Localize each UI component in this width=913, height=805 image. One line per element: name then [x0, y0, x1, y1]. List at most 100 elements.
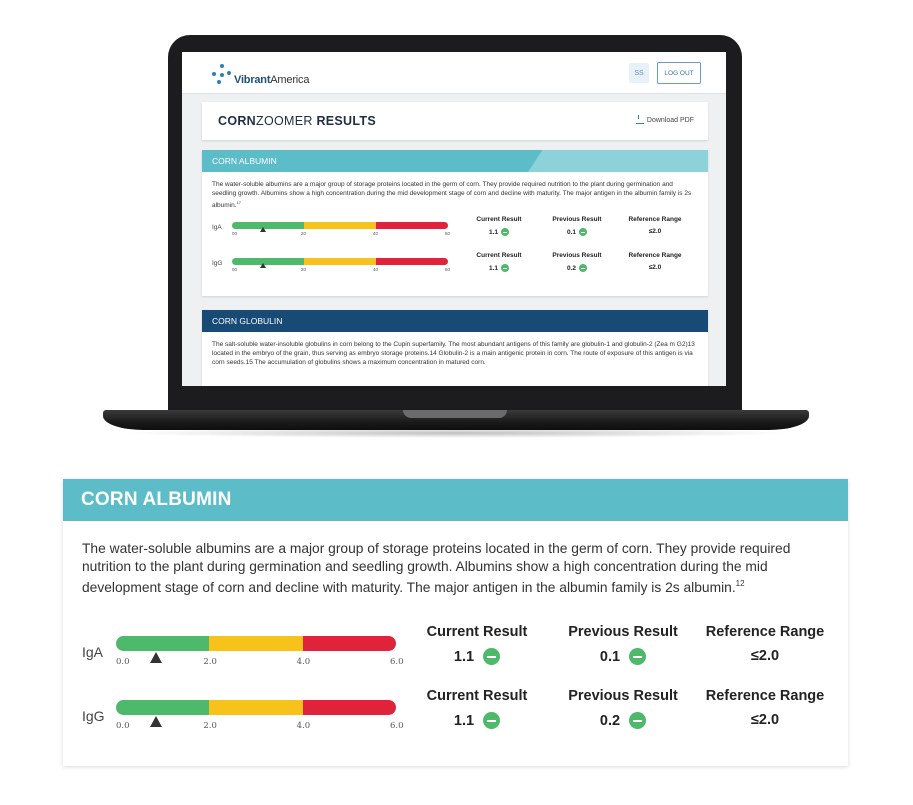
current-value-text: 1.1: [488, 228, 499, 236]
range-zone-0: [116, 700, 210, 715]
antibody-label: IgG: [212, 260, 223, 268]
previous-result-heading: Previous Result: [568, 688, 678, 704]
mini-albumin-card: CORN ALBUMIN The water-soluble albumins …: [202, 150, 708, 296]
mini-globulin-description: The salt-soluble water-insoluble globuli…: [212, 341, 695, 366]
reference-value-text: ≤2.0: [750, 712, 780, 728]
zoomed-albumin-card: CORN ALBUMIN The water-soluble albumins …: [63, 479, 848, 766]
tick-label: 20: [301, 267, 307, 273]
reference-result-column: Reference Range ≤2.0: [695, 688, 835, 728]
reference-result-heading: Reference Range: [705, 688, 825, 704]
previous-result-value: 0.2: [542, 264, 612, 273]
laptop-base: [103, 410, 809, 430]
range-zone-2: [375, 222, 448, 230]
mini-albumin-description: The water-soluble albumins are a major g…: [212, 181, 692, 210]
range-bar: [232, 258, 448, 266]
current-value-text: 1.1: [453, 712, 475, 729]
tick-label: 00: [232, 231, 238, 237]
reference-result-value: ≤2.0: [695, 712, 835, 728]
mini-albumin-header: CORN ALBUMIN: [202, 150, 708, 172]
antibody-label: IgA: [212, 224, 222, 232]
download-label: Download PDF: [646, 116, 694, 124]
result-row-igg: IgG 00 20 40 60 Current Result 1.1 Previous Res…: [202, 252, 708, 288]
antibody-label: IgG: [82, 708, 105, 724]
tick-label: 4.0: [296, 657, 311, 667]
normal-status-icon: [483, 648, 501, 665]
laptop-notch: [403, 410, 507, 418]
current-result-column: Current Result 1.1: [407, 688, 547, 729]
previous-result-value: 0.1: [542, 228, 612, 237]
range-ticks: 0.0 2.0 4.0 6.0: [116, 721, 416, 733]
current-result-heading: Current Result: [476, 252, 522, 260]
range-ticks: 0.0 2.0 4.0 6.0: [116, 657, 416, 669]
normal-status-icon: [501, 228, 510, 237]
previous-result-value: 0.2: [553, 712, 693, 729]
tick-label: 2.0: [203, 657, 217, 667]
mini-globulin-header: CORN GLOBULIN: [202, 310, 708, 332]
user-avatar-button[interactable]: SS: [629, 63, 649, 83]
tick-label: 0.0: [116, 721, 130, 731]
result-marker-icon: [259, 263, 266, 269]
current-result-column: Current Result 1.1: [464, 216, 534, 237]
download-icon: [635, 115, 644, 124]
range-zone-2: [302, 636, 396, 651]
albumin-header: CORN ALBUMIN: [63, 479, 848, 521]
current-result-heading: Current Result: [426, 624, 528, 640]
reference-result-value: ≤2.0: [620, 264, 690, 271]
result-marker-icon: [149, 652, 162, 663]
previous-result-column: Previous Result 0.1: [542, 216, 612, 237]
reference-result-heading: Reference Range: [705, 624, 825, 640]
previous-value-text: 0.2: [566, 264, 577, 272]
normal-status-icon: [629, 648, 647, 665]
range-zone-0: [232, 222, 304, 230]
reference-result-heading: Reference Range: [628, 252, 682, 260]
normal-status-icon: [629, 712, 647, 729]
current-result-value: 1.1: [407, 712, 547, 729]
normal-status-icon: [579, 228, 588, 237]
reference-value-text: ≤2.0: [750, 648, 780, 664]
range-zone-0: [116, 636, 210, 651]
logout-button[interactable]: LOG OUT: [657, 62, 701, 84]
page-title: CORNZOOMER RESULTS: [218, 114, 376, 128]
range-zone-2: [375, 258, 448, 266]
tick-label: 60: [445, 231, 451, 237]
laptop-shadow: [120, 428, 792, 438]
result-row-iga: IgA 00 20 40 60 Current Result 1.1 Previous Res…: [202, 216, 708, 252]
vibrant-america-logo[interactable]: VibrantAmerica: [212, 60, 309, 86]
current-result-column: Current Result 1.1: [464, 252, 534, 273]
reference-result-column: Reference Range ≤2.0: [620, 216, 690, 235]
range-bar: [116, 636, 396, 651]
current-value-text: 1.1: [453, 648, 475, 665]
download-pdf-link[interactable]: Download PDF: [635, 115, 694, 124]
normal-status-icon: [501, 264, 510, 273]
range-bar: [116, 700, 396, 715]
mini-globulin-card: CORN GLOBULIN The salt-soluble water-ins…: [202, 310, 708, 386]
previous-value-text: 0.1: [566, 228, 577, 236]
molecule-logo-icon: [212, 64, 232, 86]
current-value-text: 1.1: [488, 264, 499, 272]
current-result-heading: Current Result: [426, 688, 528, 704]
range-bar: [232, 222, 448, 230]
range-zone-0: [232, 258, 304, 266]
app-header: VibrantAmerica SS LOG OUT: [182, 52, 726, 94]
result-row-igg: IgG 0.0 2.0 4.0 6.0 Current Result 1.1 Previous…: [63, 688, 848, 750]
reference-result-value: ≤2.0: [620, 228, 690, 235]
result-marker-icon: [149, 716, 162, 727]
current-result-value: 1.1: [464, 264, 534, 273]
logo-text: VibrantAmerica: [234, 74, 310, 86]
previous-result-heading: Previous Result: [552, 252, 602, 260]
tick-label: 0.0: [116, 657, 130, 667]
tick-label: 4.0: [296, 721, 311, 731]
tick-label: 40: [373, 231, 379, 237]
tick-label: 40: [373, 267, 379, 273]
tick-label: 00: [232, 267, 238, 273]
laptop-screen: VibrantAmerica SS LOG OUT CORNZOOMER RES…: [182, 52, 726, 386]
reference-value-text: ≤2.0: [648, 264, 662, 272]
previous-result-column: Previous Result 0.2: [553, 688, 693, 729]
current-result-value: 1.1: [407, 648, 547, 665]
range-zone-1: [303, 258, 376, 266]
normal-status-icon: [483, 712, 501, 729]
mini-result-rows: IgA 00 20 40 60 Current Result 1.1 Previous Res…: [202, 216, 708, 288]
current-result-column: Current Result 1.1: [407, 624, 547, 665]
reference-result-column: Reference Range ≤2.0: [620, 252, 690, 271]
tick-label: 6.0: [390, 721, 404, 731]
